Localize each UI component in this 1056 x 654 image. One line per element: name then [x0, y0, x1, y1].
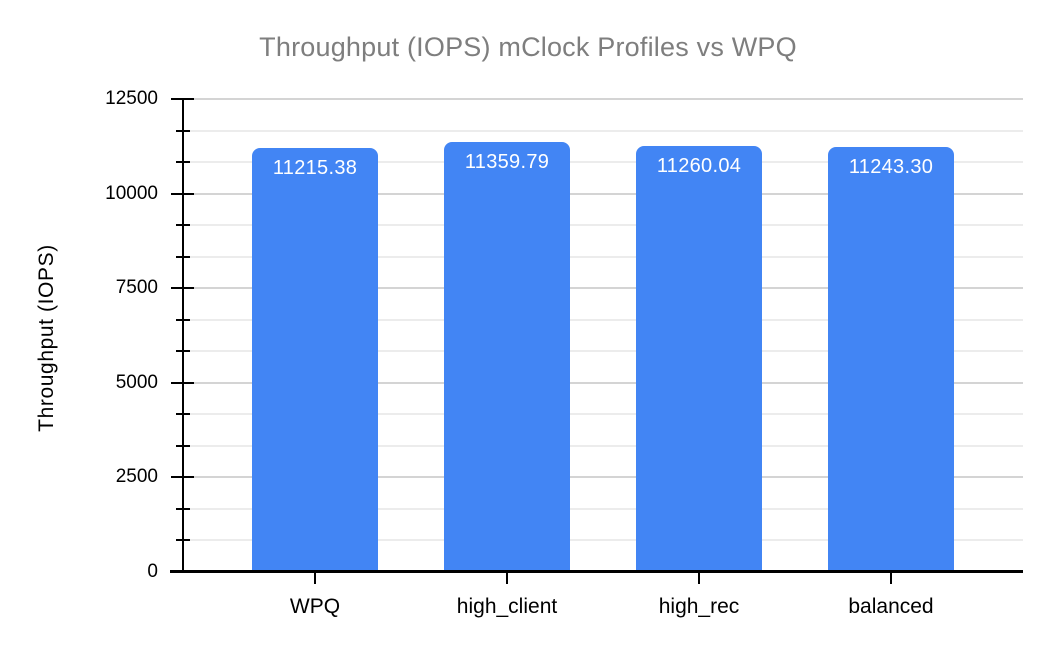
- bar-value-label: 11215.38: [272, 156, 358, 179]
- major-gridline: [183, 381, 1023, 384]
- minor-gridline: [183, 224, 1023, 227]
- y-minor-tick: [176, 507, 190, 510]
- major-gridline: [183, 287, 1023, 290]
- y-minor-tick: [176, 539, 190, 542]
- x-axis-category-label: WPQ: [289, 595, 341, 618]
- x-axis-tick: [314, 572, 316, 584]
- y-major-tick: [171, 476, 194, 479]
- y-major-tick: [171, 98, 194, 100]
- x-axis-tick: [506, 572, 508, 584]
- minor-gridline: [183, 161, 1023, 164]
- y-minor-tick: [176, 444, 190, 447]
- bar-value-label: 11243.30: [848, 155, 934, 178]
- x-axis-category-label: high_client: [456, 595, 558, 618]
- bar-wpq: 11215.38: [252, 147, 378, 572]
- y-axis-line: [182, 99, 184, 572]
- minor-gridline: [183, 318, 1023, 321]
- y-axis-title: Throughput (IOPS): [35, 244, 58, 432]
- x-axis-category-label: balanced: [848, 595, 934, 618]
- y-minor-tick: [176, 255, 190, 258]
- major-gridline: [183, 98, 1023, 100]
- bar-balanced: 11243.30: [828, 146, 954, 572]
- plot-area: 11215.38 11359.79 11260.04 11243.30: [183, 98, 1023, 572]
- minor-gridline: [183, 255, 1023, 258]
- bar-value-label: 11359.79: [464, 151, 550, 174]
- minor-gridline: [183, 507, 1023, 510]
- y-axis-tick-label: 10000: [105, 182, 158, 204]
- y-minor-tick: [176, 318, 190, 321]
- y-major-tick: [171, 192, 194, 195]
- y-axis-tick-label: 0: [147, 561, 158, 582]
- bar-high_rec: 11260.04: [636, 145, 762, 572]
- chart-title: Throughput (IOPS) mClock Profiles vs WPQ: [259, 32, 797, 62]
- minor-gridline: [183, 350, 1023, 353]
- y-major-tick: [171, 381, 194, 384]
- y-minor-tick: [176, 413, 190, 416]
- x-axis-tick: [890, 572, 892, 584]
- y-axis-tick-label: 5000: [115, 371, 158, 393]
- x-axis-line: [170, 570, 1023, 573]
- y-axis-tick-label: 2500: [115, 466, 158, 488]
- y-minor-tick: [176, 161, 190, 164]
- minor-gridline: [183, 413, 1023, 416]
- y-minor-tick: [176, 224, 190, 227]
- x-axis-tick: [698, 572, 700, 584]
- minor-gridline: [183, 444, 1023, 447]
- bar-value-label: 11260.04: [656, 154, 742, 177]
- x-axis-category-label: high_rec: [658, 595, 740, 618]
- y-major-tick: [171, 287, 194, 290]
- y-axis-tick-label: 12500: [105, 88, 158, 109]
- y-minor-tick: [176, 129, 190, 132]
- y-minor-tick: [176, 350, 190, 353]
- major-gridline: [183, 192, 1023, 195]
- bar-high_client: 11359.79: [444, 142, 570, 572]
- major-gridline: [183, 476, 1023, 479]
- y-axis-tick-label: 7500: [115, 277, 158, 299]
- minor-gridline: [183, 129, 1023, 132]
- minor-gridline: [183, 539, 1023, 542]
